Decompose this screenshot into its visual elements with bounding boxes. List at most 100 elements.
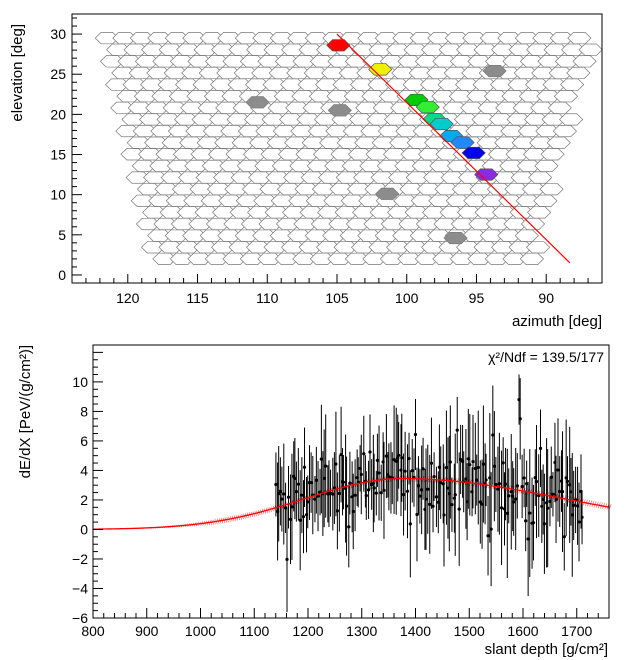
data-point-marker: [570, 513, 574, 517]
data-point-marker: [476, 465, 480, 470]
data-point-marker: [551, 492, 555, 496]
data-point: [286, 465, 291, 529]
data-point-marker: [455, 428, 459, 432]
data-point: [392, 405, 396, 514]
data-point: [377, 425, 381, 521]
data-point: [494, 456, 498, 512]
data-point: [293, 437, 297, 520]
data-point-marker: [531, 521, 536, 525]
data-point: [503, 447, 508, 521]
data-point: [457, 452, 461, 566]
data-point-marker: [499, 506, 504, 510]
camera-pixel: [526, 241, 551, 254]
data-point-marker: [496, 487, 500, 491]
x-tick-label: 1600: [507, 623, 538, 639]
data-point-marker: [444, 466, 449, 470]
data-point-marker: [538, 446, 543, 450]
data-point-marker: [478, 500, 482, 504]
data-point: [274, 452, 278, 517]
camera-event-display: 120 115 110 105 100 95 90 0 5 10 15 20 25 30 azimuth …: [9, 13, 603, 330]
data-point-marker: [497, 482, 501, 486]
y-tick-label: 5: [58, 227, 66, 243]
x-tick-label: 1000: [185, 623, 216, 639]
data-point-marker: [301, 515, 306, 519]
camera-pixel: [559, 113, 584, 126]
data-point: [497, 432, 501, 535]
data-point: [549, 446, 553, 508]
data-point: [478, 460, 482, 544]
data-point-marker: [520, 484, 524, 489]
data-point: [480, 459, 484, 549]
data-point-marker: [564, 476, 568, 480]
data-point: [311, 455, 315, 535]
data-point-marker: [471, 459, 475, 464]
data-point-marker: [572, 503, 576, 507]
data-point: [542, 473, 547, 574]
data-point-marker: [324, 464, 328, 468]
y-tick-label: 25: [50, 66, 66, 82]
data-point: [428, 454, 432, 554]
data-point: [301, 480, 306, 554]
data-point-marker: [525, 482, 529, 486]
x-tick-label: 90: [538, 290, 554, 306]
data-point-marker: [484, 478, 488, 482]
chi2-annotation: χ²/Ndf = 139.5/177: [488, 349, 604, 365]
camera-pixel: [540, 148, 565, 161]
data-point-marker: [512, 500, 516, 504]
data-point-marker: [528, 511, 532, 515]
data-point-marker: [577, 520, 581, 524]
data-point-marker: [375, 458, 380, 462]
data-point: [562, 503, 566, 571]
data-point-marker: [507, 494, 511, 498]
data-point-marker: [424, 497, 428, 501]
data-point: [484, 453, 488, 507]
data-point-marker: [540, 504, 544, 508]
data-point-marker: [457, 507, 461, 511]
data-point-marker: [351, 509, 355, 514]
camera-pixel: [514, 229, 539, 242]
data-point: [475, 454, 479, 506]
camera-pixel: [274, 252, 300, 265]
camera-pixel: [566, 66, 591, 80]
data-point: [572, 470, 576, 541]
data-point-marker: [410, 469, 414, 473]
x-tick-label: 110: [256, 290, 279, 306]
shower-track-line: [336, 33, 571, 264]
data-point-marker: [408, 522, 412, 526]
data-point: [401, 453, 406, 536]
data-point: [525, 460, 529, 507]
camera-pixel: [432, 252, 457, 265]
data-point-marker: [432, 474, 436, 479]
data-point-marker: [565, 479, 570, 483]
data-point-marker: [503, 482, 508, 486]
camera-pixel: [534, 159, 559, 172]
data-point: [491, 385, 495, 485]
data-point-marker: [546, 506, 550, 510]
data-point: [316, 460, 320, 532]
camera-pixel: [520, 217, 546, 231]
data-point: [280, 466, 284, 532]
data-point: [512, 468, 516, 536]
data-point: [379, 464, 383, 521]
data-point: [324, 414, 328, 518]
data-point: [537, 454, 541, 537]
data-point-marker: [501, 461, 505, 465]
data-point: [455, 396, 459, 464]
data-point-marker: [377, 471, 381, 475]
camera-pixel: [572, 55, 597, 68]
data-point: [429, 417, 434, 509]
y-tick-label: 20: [50, 106, 66, 122]
y-tick-label: 30: [50, 26, 66, 42]
data-point-marker: [428, 502, 432, 506]
data-point: [372, 453, 376, 523]
y-tick-label: 10: [50, 187, 66, 203]
camera-pixel: [152, 252, 177, 265]
data-point: [546, 449, 550, 568]
triggered-pixel: [415, 101, 440, 114]
data-point: [337, 455, 341, 532]
camera-pixel: [414, 252, 440, 265]
data-point-marker: [368, 450, 372, 454]
data-point: [278, 457, 282, 526]
data-point-marker: [580, 515, 584, 519]
data-point: [364, 471, 368, 520]
